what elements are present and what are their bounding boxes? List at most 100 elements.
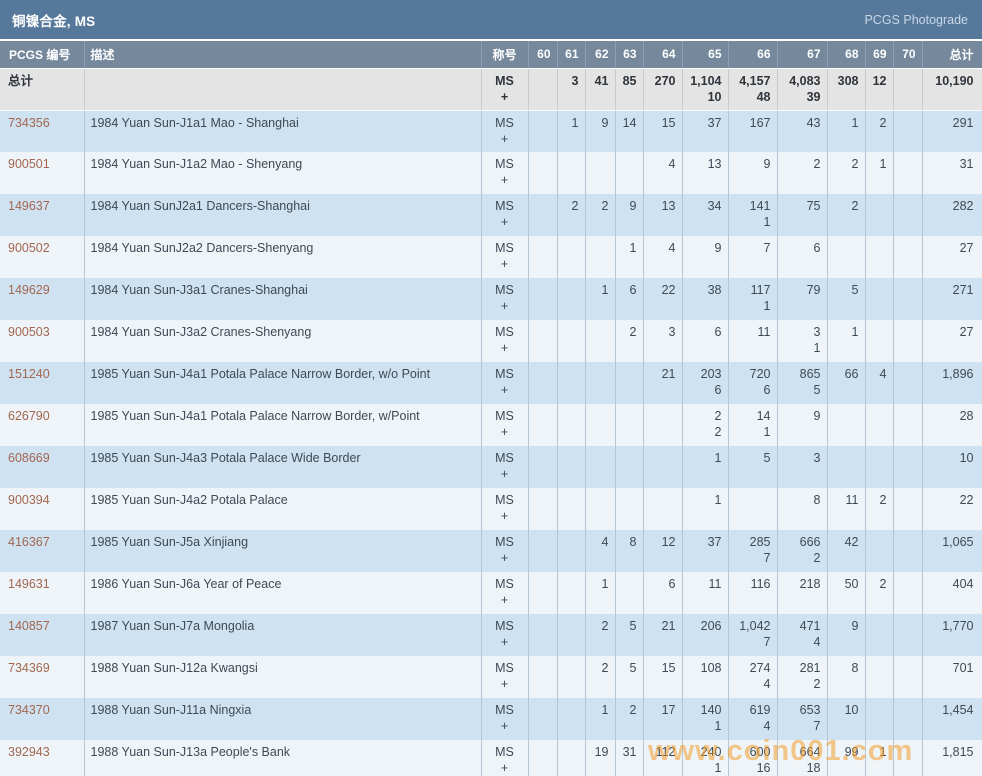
grade-68-cell: 50 [827, 572, 866, 614]
grade-65-cell: 37 [682, 110, 729, 152]
pcgs-number-cell: 734356 [0, 110, 85, 152]
grade-60-cell [528, 488, 558, 530]
page-title: 铜镍合金, MS [12, 13, 96, 29]
header-grade-65: 65 [682, 41, 729, 69]
grade-63-cell [615, 572, 644, 614]
grade-62-cell: 1 [585, 572, 616, 614]
grade-69-cell [865, 278, 894, 320]
description-cell: 1984 Yuan Sun-J3a2 Cranes-Shenyang [84, 320, 482, 362]
grade-64-cell [643, 488, 683, 530]
pcgs-number-cell: 608669 [0, 446, 85, 488]
grade-62-cell: 1 [585, 278, 616, 320]
grade-65-cell: 1,104 10 [682, 68, 729, 111]
table-row: 734356 1984 Yuan Sun-J1a1 Mao - Shanghai M… [0, 110, 982, 152]
header-pcgs-number: PCGS 编号 [0, 41, 85, 69]
grade-67-cell: 4,083 39 [777, 68, 828, 111]
description-cell: 1984 Yuan Sun-J1a2 Mao - Shenyang [84, 152, 482, 194]
designation-cell: MS + [481, 656, 529, 698]
table-row: 392943 1988 Yuan Sun-J13a People's Bank MS… [0, 740, 982, 776]
grade-60-cell [528, 404, 558, 446]
grade-70-cell [893, 404, 923, 446]
grade-65-cell: 240 1 [682, 740, 729, 776]
pcgs-number-link[interactable]: 900394 [8, 493, 50, 507]
grade-61-cell [557, 656, 586, 698]
total-cell: 404 [922, 572, 982, 614]
grade-67-cell: 79 [777, 278, 828, 320]
grade-65-cell: 1 [682, 488, 729, 530]
grade-70-cell [893, 446, 923, 488]
grade-70-cell [893, 278, 923, 320]
grade-66-cell: 285 7 [728, 530, 778, 572]
table-row: 608669 1985 Yuan Sun-J4a3 Potala Palace W… [0, 446, 982, 488]
description-cell: 1985 Yuan Sun-J4a2 Potala Palace [84, 488, 482, 530]
pcgs-number-cell: 734370 [0, 698, 85, 740]
grade-60-cell [528, 614, 558, 656]
pcgs-number-link[interactable]: 734369 [8, 661, 50, 675]
grade-68-cell: 99 [827, 740, 866, 776]
grade-62-cell [585, 320, 616, 362]
grade-70-cell [893, 194, 923, 236]
grade-65-cell: 34 [682, 194, 729, 236]
pcgs-number-link[interactable]: 416367 [8, 535, 50, 549]
grade-63-cell [615, 362, 644, 404]
pcgs-number-link[interactable]: 149629 [8, 283, 50, 297]
pcgs-number-cell: 392943 [0, 740, 85, 776]
total-cell: 31 [922, 152, 982, 194]
grade-62-cell [585, 488, 616, 530]
pcgs-number-link[interactable]: 392943 [8, 745, 50, 759]
grade-60-cell [528, 236, 558, 278]
pcgs-number-link[interactable]: 900501 [8, 157, 50, 171]
pcgs-number-link[interactable]: 900503 [8, 325, 50, 339]
table-row: 149637 1984 Yuan SunJ2a1 Dancers-Shanghai… [0, 194, 982, 236]
pcgs-number-link[interactable]: 608669 [8, 451, 50, 465]
grade-69-cell [865, 614, 894, 656]
grade-63-cell: 85 [615, 68, 644, 111]
grade-64-cell: 4 [643, 152, 683, 194]
table-row: 140857 1987 Yuan Sun-J7a Mongolia MS + 2 5 21 2… [0, 614, 982, 656]
total-cell: 10,190 [922, 68, 982, 111]
grade-69-cell [865, 656, 894, 698]
grade-63-cell: 8 [615, 530, 644, 572]
grade-62-cell: 2 [585, 656, 616, 698]
grade-64-cell: 270 [643, 68, 683, 111]
description-cell: 1984 Yuan Sun-J3a1 Cranes-Shanghai [84, 278, 482, 320]
grade-70-cell [893, 698, 923, 740]
grade-63-cell [615, 152, 644, 194]
grade-68-cell [827, 404, 866, 446]
grade-68-cell: 2 [827, 152, 866, 194]
pcgs-photograde-link[interactable]: PCGS Photograde [864, 12, 968, 27]
pcgs-number-link[interactable]: 151240 [8, 367, 50, 381]
grade-69-cell [865, 194, 894, 236]
grade-68-cell: 1 [827, 110, 866, 152]
grade-66-cell: 116 [728, 572, 778, 614]
header-grade-66: 66 [728, 41, 778, 69]
description-cell: 1985 Yuan Sun-J4a3 Potala Palace Wide Bo… [84, 446, 482, 488]
pcgs-number-cell: 734369 [0, 656, 85, 698]
description-cell: 1984 Yuan SunJ2a1 Dancers-Shanghai [84, 194, 482, 236]
grade-63-cell: 1 [615, 236, 644, 278]
grade-69-cell: 2 [865, 110, 894, 152]
pcgs-number-link[interactable]: 140857 [8, 619, 50, 633]
grade-66-cell: 14 1 [728, 404, 778, 446]
pcgs-number-link[interactable]: 900502 [8, 241, 50, 255]
pcgs-number-link[interactable]: 149637 [8, 199, 50, 213]
pcgs-number-link[interactable]: 149631 [8, 577, 50, 591]
grade-67-cell: 653 7 [777, 698, 828, 740]
grade-70-cell [893, 362, 923, 404]
grade-66-cell: 5 [728, 446, 778, 488]
grade-61-cell [557, 614, 586, 656]
grade-66-cell [728, 488, 778, 530]
grade-65-cell: 203 6 [682, 362, 729, 404]
designation-cell: MS + [481, 194, 529, 236]
pcgs-number-cell: 900501 [0, 152, 85, 194]
pcgs-number-link[interactable]: 734356 [8, 115, 50, 130]
header-grade-68: 68 [827, 41, 866, 69]
grade-68-cell: 8 [827, 656, 866, 698]
pcgs-number-link[interactable]: 734370 [8, 703, 50, 717]
grade-60-cell [528, 110, 558, 152]
pcgs-number-cell: 149629 [0, 278, 85, 320]
description-cell: 1987 Yuan Sun-J7a Mongolia [84, 614, 482, 656]
totals-label-cell: 总计 [0, 68, 85, 111]
pcgs-number-link[interactable]: 626790 [8, 409, 50, 423]
